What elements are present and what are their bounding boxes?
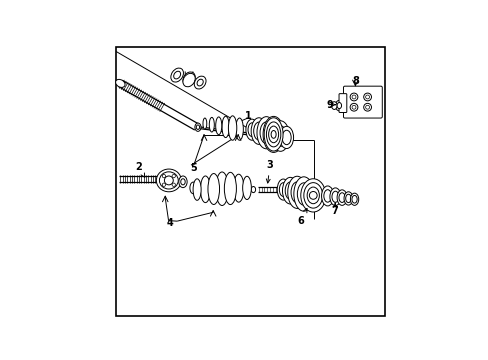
Text: 2: 2 [135, 162, 144, 177]
Ellipse shape [279, 183, 286, 197]
Ellipse shape [287, 176, 306, 208]
Ellipse shape [207, 174, 219, 204]
Ellipse shape [336, 103, 341, 109]
Ellipse shape [228, 116, 236, 140]
Ellipse shape [197, 79, 203, 86]
Ellipse shape [179, 176, 187, 188]
Ellipse shape [159, 172, 178, 189]
Ellipse shape [277, 179, 289, 200]
Text: 3: 3 [266, 160, 273, 183]
Ellipse shape [183, 72, 195, 85]
Circle shape [162, 175, 165, 178]
Ellipse shape [293, 177, 313, 211]
Ellipse shape [344, 192, 352, 205]
Ellipse shape [331, 191, 338, 202]
Ellipse shape [329, 188, 340, 206]
Circle shape [349, 103, 357, 111]
Ellipse shape [321, 186, 333, 206]
Ellipse shape [215, 172, 228, 206]
Text: 6: 6 [297, 208, 306, 226]
Circle shape [351, 95, 355, 99]
Ellipse shape [224, 172, 236, 204]
Ellipse shape [196, 125, 199, 129]
Ellipse shape [282, 177, 297, 204]
Ellipse shape [203, 118, 206, 129]
Ellipse shape [233, 174, 244, 202]
Text: 8: 8 [351, 76, 358, 86]
Circle shape [309, 192, 317, 199]
Ellipse shape [300, 179, 325, 212]
Ellipse shape [181, 179, 185, 185]
FancyBboxPatch shape [343, 86, 382, 118]
Ellipse shape [350, 193, 358, 205]
Ellipse shape [245, 119, 258, 140]
Circle shape [172, 175, 175, 178]
Ellipse shape [351, 195, 356, 203]
Ellipse shape [251, 186, 255, 193]
Ellipse shape [173, 71, 180, 79]
Ellipse shape [290, 182, 303, 203]
Circle shape [164, 176, 173, 185]
Circle shape [363, 93, 371, 101]
Ellipse shape [271, 121, 289, 151]
Circle shape [365, 95, 369, 99]
Ellipse shape [189, 182, 196, 194]
Ellipse shape [195, 123, 201, 131]
Ellipse shape [282, 130, 290, 145]
Ellipse shape [200, 176, 210, 203]
Ellipse shape [257, 117, 275, 149]
Ellipse shape [285, 182, 295, 199]
Ellipse shape [345, 194, 350, 203]
Ellipse shape [270, 131, 276, 138]
Circle shape [162, 183, 165, 186]
Ellipse shape [266, 122, 280, 147]
Ellipse shape [253, 122, 264, 140]
Ellipse shape [266, 122, 280, 147]
Ellipse shape [183, 73, 195, 87]
Ellipse shape [264, 118, 283, 151]
Text: 4: 4 [166, 219, 173, 228]
FancyBboxPatch shape [338, 94, 346, 112]
Ellipse shape [115, 80, 125, 87]
Text: 7: 7 [331, 203, 338, 216]
Ellipse shape [247, 123, 255, 136]
Circle shape [365, 105, 369, 109]
Ellipse shape [335, 100, 343, 111]
Ellipse shape [274, 126, 286, 147]
Text: 1: 1 [244, 111, 251, 121]
Circle shape [363, 103, 371, 111]
Ellipse shape [193, 179, 201, 200]
Ellipse shape [336, 190, 346, 205]
Ellipse shape [268, 126, 278, 143]
Ellipse shape [170, 68, 183, 82]
Ellipse shape [263, 116, 284, 152]
Ellipse shape [323, 190, 331, 202]
Ellipse shape [194, 76, 205, 89]
Circle shape [172, 183, 175, 186]
Ellipse shape [260, 122, 272, 144]
Ellipse shape [215, 117, 222, 135]
Ellipse shape [156, 169, 181, 192]
Ellipse shape [279, 126, 293, 149]
Circle shape [351, 105, 355, 109]
Ellipse shape [297, 183, 310, 205]
Ellipse shape [251, 118, 266, 144]
Ellipse shape [303, 183, 322, 208]
Ellipse shape [209, 117, 214, 132]
Ellipse shape [306, 187, 319, 204]
Text: 9: 9 [325, 100, 332, 110]
Ellipse shape [242, 176, 251, 199]
Ellipse shape [222, 116, 229, 138]
Circle shape [349, 93, 357, 101]
Ellipse shape [338, 193, 345, 202]
Ellipse shape [331, 102, 336, 109]
Ellipse shape [235, 118, 243, 140]
Text: 5: 5 [190, 163, 197, 173]
